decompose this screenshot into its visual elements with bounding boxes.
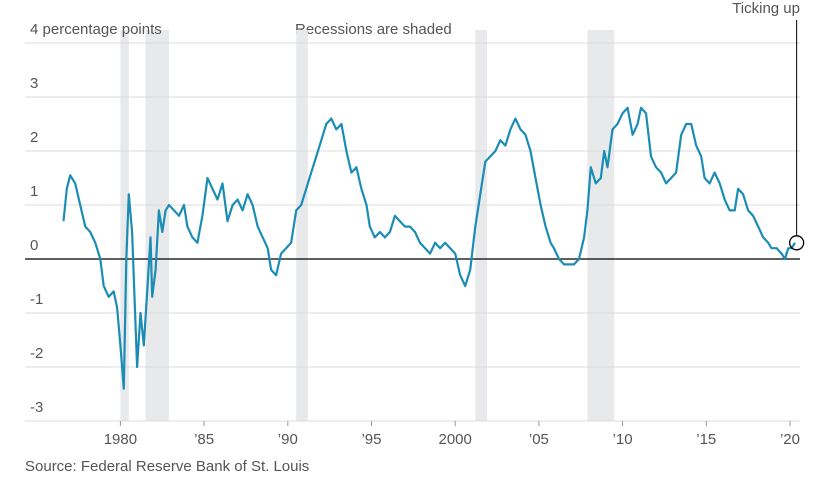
y-tick-label: -2 — [30, 345, 43, 362]
recession-band — [587, 30, 615, 421]
x-tick-label: ’20 — [780, 431, 800, 448]
x-tick-label: ’15 — [696, 431, 716, 448]
y-tick-label: -3 — [30, 399, 43, 416]
x-tick-label: ’85 — [194, 431, 214, 448]
recession-band — [120, 30, 129, 421]
recession-band — [296, 30, 308, 421]
y-tick-label: 1 — [30, 183, 38, 200]
callout-circle — [789, 235, 805, 251]
data-line — [62, 106, 796, 390]
x-tick-label: 1980 — [104, 431, 137, 448]
source: Source: Federal Reserve Bank of St. Loui… — [25, 458, 309, 475]
x-tick-label: 2000 — [438, 431, 471, 448]
recessions-note: Recessions are shaded — [295, 21, 452, 38]
x-tick-label: ’05 — [529, 431, 549, 448]
x-tick-label: ’10 — [613, 431, 633, 448]
y-tick-label: 0 — [30, 237, 38, 254]
y-tick-label: 2 — [30, 129, 38, 146]
recession-band — [475, 30, 487, 421]
y-tick-label: -1 — [30, 291, 43, 308]
callout-label: Ticking up — [732, 0, 800, 17]
y-tick-label: 3 — [30, 75, 38, 92]
x-tick-label: ’95 — [361, 431, 381, 448]
y-tick-label: 4 percentage points — [30, 21, 162, 38]
x-tick-label: ’90 — [278, 431, 298, 448]
